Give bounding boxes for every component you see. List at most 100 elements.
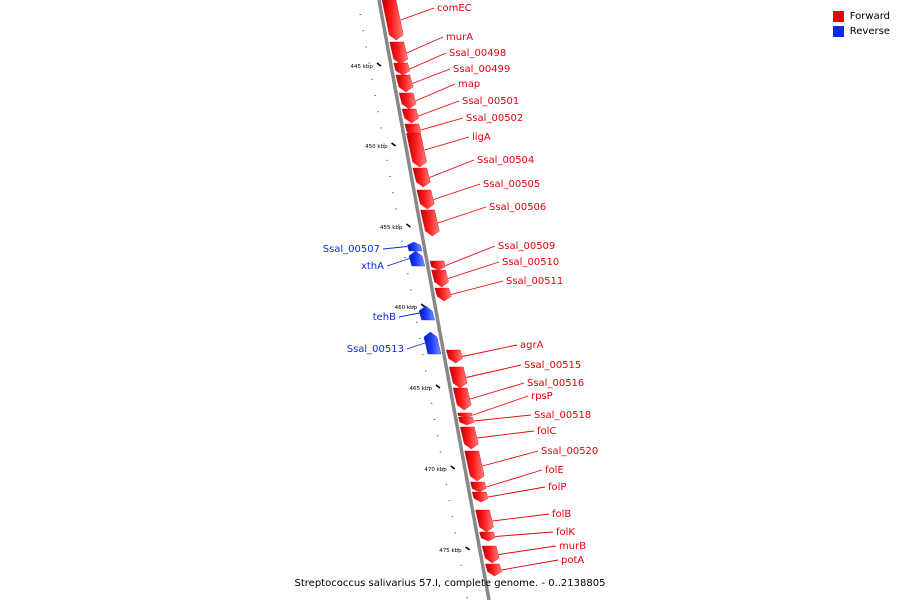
legend-label: Reverse <box>849 26 890 37</box>
gene-ssal-00502[interactable]: Ssal_00502 <box>404 113 524 137</box>
gene-ssal-00505[interactable]: Ssal_00505 <box>416 179 540 210</box>
gene-arrow[interactable] <box>458 416 475 426</box>
gene-folc[interactable]: folC <box>460 426 556 450</box>
gene-arrow[interactable] <box>452 387 472 411</box>
gene-arrow[interactable] <box>429 260 446 271</box>
gene-label[interactable]: folC <box>537 426 556 437</box>
gene-arrow[interactable] <box>479 531 496 542</box>
gene-label[interactable]: Ssal_00498 <box>449 48 506 59</box>
gene-arrow[interactable] <box>420 209 440 237</box>
gene-arrow[interactable] <box>434 287 452 302</box>
gene-arrow[interactable] <box>395 74 414 93</box>
kbp-tick-label: 470 kbp <box>424 467 447 473</box>
gene-arrow[interactable] <box>471 491 489 503</box>
gene-arrow[interactable] <box>406 132 427 168</box>
gene-label[interactable]: Ssal_00515 <box>524 360 581 371</box>
gene-label[interactable]: Ssal_00504 <box>477 155 534 166</box>
gene-label[interactable]: murA <box>446 32 473 43</box>
gene-arrow[interactable] <box>418 305 435 321</box>
gene-ssal-00501[interactable]: Ssal_00501 <box>401 96 519 124</box>
gene-ssal-00516[interactable]: Ssal_00516 <box>452 378 584 411</box>
gene-label[interactable]: Ssal_00511 <box>506 276 563 287</box>
gene-arrow[interactable] <box>475 509 494 533</box>
gene-arrow[interactable] <box>481 545 500 564</box>
gene-label[interactable]: folE <box>545 465 564 476</box>
gene-label[interactable]: Ssal_00513 <box>347 344 404 355</box>
gene-liga[interactable]: ligA <box>406 132 491 168</box>
gene-ssal-00518[interactable]: Ssal_00518 <box>458 410 591 426</box>
gene-label[interactable]: Ssal_00509 <box>498 241 555 252</box>
gene-ssal-00507[interactable]: Ssal_00507 <box>323 241 423 255</box>
gene-arrow[interactable] <box>423 331 442 355</box>
gene-mura[interactable]: murA <box>389 32 473 65</box>
gene-arrow[interactable] <box>398 92 417 110</box>
gene-label[interactable]: Ssal_00502 <box>466 113 523 124</box>
gene-label[interactable]: Ssal_00516 <box>527 378 584 389</box>
gene-leader-line <box>429 159 475 178</box>
gene-label[interactable]: Ssal_00505 <box>483 179 540 190</box>
gene-label[interactable]: map <box>458 79 480 90</box>
gene-folb[interactable]: folB <box>475 509 572 533</box>
gene-label[interactable]: rpsP <box>531 391 553 402</box>
gene-arrow[interactable] <box>431 269 449 288</box>
gene-ssal-00509[interactable]: Ssal_00509 <box>429 241 555 271</box>
gene-label[interactable]: Ssal_00506 <box>489 202 546 213</box>
legend-label: Forward <box>849 11 890 22</box>
gene-arrow[interactable] <box>401 108 419 124</box>
gene-folp[interactable]: folP <box>471 482 566 503</box>
gene-map[interactable]: map <box>398 79 480 110</box>
gene-ssal-00506[interactable]: Ssal_00506 <box>420 202 547 237</box>
gene-label[interactable]: murB <box>559 541 586 552</box>
gene-label[interactable]: Ssal_00510 <box>502 257 559 268</box>
gene-pota[interactable]: potA <box>485 555 584 577</box>
gene-arrow[interactable] <box>393 62 411 76</box>
gene-label[interactable]: Ssal_00501 <box>462 96 519 107</box>
gene-ssal-00498[interactable]: Ssal_00498 <box>393 48 507 76</box>
gene-murb[interactable]: murB <box>481 541 586 564</box>
gene-label[interactable]: agrA <box>520 340 544 351</box>
gene-arrow[interactable] <box>381 0 404 41</box>
gene-arrow[interactable] <box>485 563 502 577</box>
gene-ssal-00513[interactable]: Ssal_00513 <box>347 331 442 355</box>
gene-label[interactable]: Ssal_00507 <box>323 244 380 255</box>
gene-folk[interactable]: folK <box>479 527 576 542</box>
gene-arrow[interactable] <box>460 426 479 450</box>
gene-arrow[interactable] <box>449 366 468 389</box>
gene-arrow[interactable] <box>407 241 423 252</box>
gene-arrow[interactable] <box>457 412 473 418</box>
gene-tehb[interactable]: tehB <box>373 305 435 323</box>
gene-ssal-00504[interactable]: Ssal_00504 <box>412 155 534 188</box>
gene-label[interactable]: potA <box>561 555 584 566</box>
gene-arrow[interactable] <box>464 450 485 482</box>
gene-label[interactable]: folB <box>552 509 571 520</box>
gene-ssal-00510[interactable]: Ssal_00510 <box>431 257 560 288</box>
gene-label[interactable]: folP <box>548 482 566 493</box>
gene-label[interactable]: Ssal_00499 <box>453 64 510 75</box>
gene-leader-line <box>492 513 550 522</box>
gene-ssal-00520[interactable]: Ssal_00520 <box>464 446 599 482</box>
gene-leader-line <box>409 52 447 70</box>
gene-comec[interactable]: comEC <box>381 0 472 41</box>
gene-label[interactable]: xthA <box>361 261 384 272</box>
gene-label[interactable]: folK <box>556 527 575 538</box>
gene-arrow[interactable] <box>445 349 463 364</box>
minor-tick <box>466 597 468 599</box>
gene-label[interactable]: ligA <box>472 132 491 143</box>
gene-label[interactable]: tehB <box>373 312 396 323</box>
gene-ssal-00499[interactable]: Ssal_00499 <box>395 64 510 93</box>
gene-label[interactable]: Ssal_00518 <box>534 410 591 421</box>
gene-label[interactable]: Ssal_00520 <box>541 446 598 457</box>
gene-ssal-00511[interactable]: Ssal_00511 <box>434 276 563 302</box>
gene-ssal-00515[interactable]: Ssal_00515 <box>449 360 581 389</box>
gene-arrow[interactable] <box>408 250 426 267</box>
gene-xtha[interactable]: xthA <box>361 250 426 272</box>
gene-arrow[interactable] <box>470 481 487 493</box>
gene-arrow[interactable] <box>412 167 431 188</box>
gene-agra[interactable]: agrA <box>445 340 544 364</box>
gene-rpsp[interactable]: rpsP <box>457 391 553 418</box>
gene-arrow[interactable] <box>416 189 435 210</box>
gene-label[interactable]: comEC <box>437 3 472 14</box>
gene-fole[interactable]: folE <box>470 465 564 493</box>
gene-arrow[interactable] <box>389 41 408 65</box>
